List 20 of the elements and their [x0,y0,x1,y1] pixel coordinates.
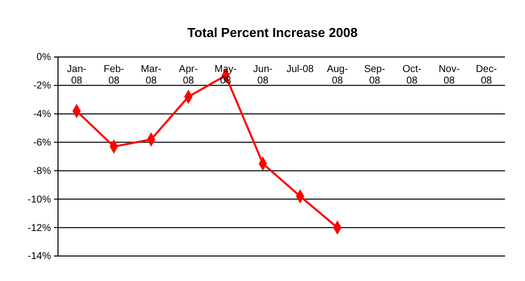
x-tick-label: Dec-08 [476,64,497,86]
x-tick-label: Aug-08 [326,64,348,86]
x-tick-label: Feb-08 [104,64,124,86]
x-tick-label: Mar-08 [140,64,162,86]
y-tick-label: -10% [28,194,52,206]
x-tick-label: Jan-08 [66,64,86,86]
x-tick-label: Jul-08 [286,64,314,75]
x-tick-label: Jun-08 [253,64,273,86]
y-tick-label: -8% [33,166,52,177]
y-tick-label: -6% [33,137,52,148]
y-tick-label: -4% [33,109,52,120]
x-tick-label: Sep-08 [364,64,386,86]
chart-title: Total Percent Increase 2008 [187,25,358,40]
y-tick-label: 0% [36,52,52,64]
y-tick-label: -12% [28,222,52,234]
x-tick-label: Nov-08 [438,64,460,86]
y-tick-label: -14% [28,251,52,262]
x-tick-label: Oct-08 [402,64,422,86]
y-tick-label: -2% [33,80,52,92]
x-tick-label: Apr-08 [178,64,198,86]
